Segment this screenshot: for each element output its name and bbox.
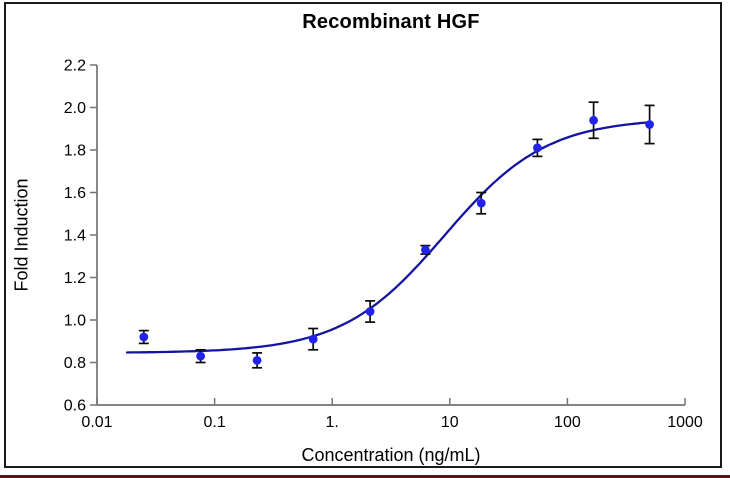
data-point xyxy=(252,356,262,365)
y-tick-label: 1.4 xyxy=(64,228,86,245)
x-tick-label: 1000 xyxy=(667,414,703,431)
x-tick-label: 0.1 xyxy=(203,414,225,431)
y-tick-label: 1.0 xyxy=(64,313,86,330)
data-point xyxy=(421,245,430,255)
y-tick-label: 0.6 xyxy=(64,398,86,415)
x-tick-label: 10 xyxy=(441,414,459,431)
bottom-edge-strip xyxy=(0,475,730,478)
data-point xyxy=(196,351,206,361)
data-point xyxy=(139,332,149,342)
data-point xyxy=(533,143,542,153)
y-tick-label: 2.0 xyxy=(64,100,86,117)
data-point xyxy=(365,307,375,316)
chart-title: Recombinant HGF xyxy=(302,11,480,33)
fit-curve xyxy=(125,121,651,354)
x-tick-label: 1. xyxy=(326,414,339,431)
x-axis-label: Concentration (ng/mL) xyxy=(301,445,481,465)
data-point xyxy=(589,115,598,125)
data-point xyxy=(476,198,486,208)
y-tick-label: 1.8 xyxy=(64,143,86,160)
y-tick-label: 0.8 xyxy=(64,355,86,372)
y-tick-label: 1.2 xyxy=(64,270,86,287)
chart-border xyxy=(4,2,722,468)
y-tick-label: 1.6 xyxy=(64,185,86,202)
x-tick-label: 100 xyxy=(554,414,581,431)
data-point xyxy=(645,120,654,129)
x-tick-label: 0.01 xyxy=(81,414,112,431)
y-tick-label: 2.2 xyxy=(64,58,86,75)
data-point xyxy=(308,334,318,344)
